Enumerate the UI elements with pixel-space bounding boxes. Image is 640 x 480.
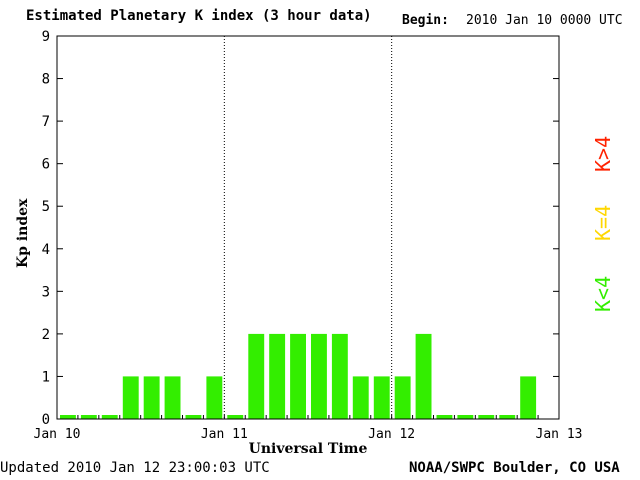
kp-bar xyxy=(352,376,369,419)
legend-k-gt-4: K>4 xyxy=(591,135,615,172)
kp-bar xyxy=(436,415,453,419)
x-tick-label: Jan 10 xyxy=(34,427,81,442)
kp-bar xyxy=(415,333,432,419)
y-tick-label: 0 xyxy=(42,412,50,428)
y-tick-label: 8 xyxy=(42,72,50,88)
x-tick-label: Jan 13 xyxy=(536,427,583,442)
updated-timestamp: Updated 2010 Jan 12 23:00:03 UTC xyxy=(0,460,270,476)
kp-bar xyxy=(248,333,265,419)
legend-k-eq-4: K=4 xyxy=(591,204,615,241)
legend-k-lt-4: K<4 xyxy=(591,275,615,312)
kp-bar xyxy=(101,415,118,419)
y-tick-label: 1 xyxy=(42,369,50,385)
y-tick-label: 7 xyxy=(42,114,50,130)
kp-bar xyxy=(478,415,495,419)
kp-bar xyxy=(227,415,244,419)
y-tick-label: 2 xyxy=(42,327,50,343)
kp-bar xyxy=(457,415,474,419)
kp-bar xyxy=(80,415,97,419)
y-axis-label: Kp index xyxy=(15,198,31,268)
x-tick-label: Jan 12 xyxy=(368,427,415,442)
y-tick-label: 5 xyxy=(42,199,50,215)
x-tick-label: Jan 11 xyxy=(201,427,248,442)
kp-bar xyxy=(290,333,306,419)
begin-value: 2010 Jan 10 0000 UTC xyxy=(466,13,623,28)
begin-label: Begin: xyxy=(402,13,449,28)
kp-bar xyxy=(394,376,411,419)
x-axis-label: Universal Time xyxy=(249,441,368,457)
kp-bar xyxy=(206,376,223,419)
data-source: NOAA/SWPC Boulder, CO USA xyxy=(409,460,620,476)
kp-bar xyxy=(520,376,537,419)
kp-bar xyxy=(143,376,160,419)
kp-bar xyxy=(373,376,390,419)
kp-bar xyxy=(164,376,181,419)
kp-bar xyxy=(499,415,516,419)
kp-bar xyxy=(122,376,139,419)
kp-bar xyxy=(331,333,348,419)
y-tick-label: 6 xyxy=(42,157,50,173)
kp-bar xyxy=(269,333,286,419)
plot-frame xyxy=(56,35,560,420)
y-tick-label: 3 xyxy=(42,284,50,300)
kp-bar xyxy=(311,333,327,419)
kp-bar xyxy=(185,415,202,419)
chart-title: Estimated Planetary K index (3 hour data… xyxy=(26,8,372,24)
kp-bar xyxy=(60,415,76,419)
y-tick-label: 4 xyxy=(42,242,50,258)
y-tick-label: 9 xyxy=(42,29,50,45)
